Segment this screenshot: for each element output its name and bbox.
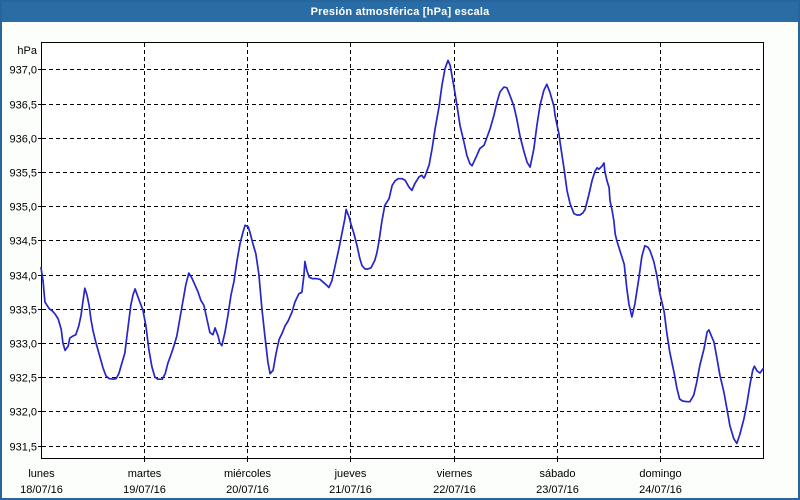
y-tick-label: 933,0 — [9, 339, 37, 351]
y-tick-label: 934,5 — [9, 236, 37, 248]
y-tick-label: 935,0 — [9, 202, 37, 214]
y-tick-label: 931,5 — [9, 442, 37, 454]
y-tick-label: 934,0 — [9, 271, 37, 283]
x-date-label: 24/07/16 — [639, 484, 682, 496]
y-tick-label: 933,5 — [9, 305, 37, 317]
y-tick-label: 932,0 — [9, 407, 37, 419]
pressure-line — [40, 59, 764, 445]
y-tick-label: 935,5 — [9, 168, 37, 180]
x-day-label: lunes — [28, 468, 55, 480]
y-axis-unit-label: hPa — [17, 45, 37, 57]
x-date-label: 20/07/16 — [226, 484, 269, 496]
x-day-label: martes — [128, 468, 162, 480]
x-day-label: miércoles — [224, 468, 272, 480]
x-day-label: jueves — [334, 468, 367, 480]
chart-title: Presión atmosférica [hPa] escala — [310, 6, 490, 18]
x-date-label: 23/07/16 — [536, 484, 579, 496]
x-date-label: 18/07/16 — [20, 484, 63, 496]
x-day-label: viernes — [437, 468, 473, 480]
y-tick-label: 936,5 — [9, 100, 37, 112]
y-tick-label: 932,5 — [9, 373, 37, 385]
y-tick-label: 936,0 — [9, 134, 37, 146]
x-day-label: sábado — [539, 468, 575, 480]
x-day-label: domingo — [639, 468, 681, 480]
x-date-label: 21/07/16 — [329, 484, 372, 496]
x-date-label: 22/07/16 — [433, 484, 476, 496]
title-bar: Presión atmosférica [hPa] escala — [2, 2, 798, 22]
y-tick-label: 937,0 — [9, 65, 37, 77]
x-date-label: 19/07/16 — [123, 484, 166, 496]
